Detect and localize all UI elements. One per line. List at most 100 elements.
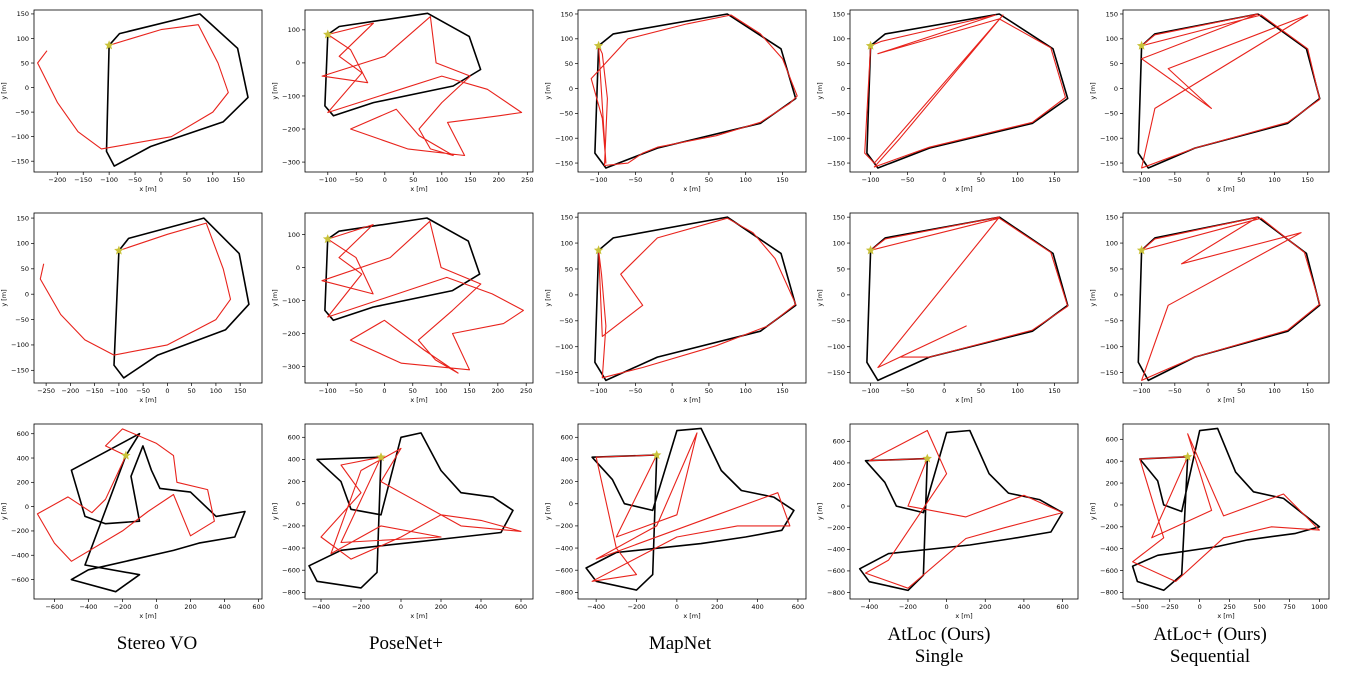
x-tick-label: 0 <box>942 176 946 184</box>
y-tick-label: 0 <box>296 264 300 272</box>
y-tick-label: 0 <box>841 502 845 510</box>
caption-line1: MapNet <box>648 633 712 654</box>
x-tick-label: 400 <box>1018 603 1030 611</box>
y-axis-label: y [m] <box>544 82 552 99</box>
x-tick-label: 250 <box>521 176 533 184</box>
plot-lines <box>585 427 795 591</box>
predicted-trajectory <box>1141 216 1321 381</box>
y-tick-label: −50 <box>831 317 845 325</box>
x-tick-label: 0 <box>1206 176 1210 184</box>
y-tick-label: −50 <box>1104 317 1118 325</box>
x-tick-label: 250 <box>520 387 532 395</box>
predicted-trajectory <box>320 447 522 560</box>
y-tick-label: −50 <box>15 316 29 324</box>
y-tick-label: −300 <box>282 158 300 166</box>
x-tick-label: −400 <box>587 603 605 611</box>
x-tick-label: 150 <box>776 176 788 184</box>
y-tick-label: 0 <box>296 59 300 67</box>
x-tick-label: 0 <box>165 387 169 395</box>
y-axis-label: y [m] <box>0 289 8 306</box>
trajectory-plot: −100 −50 0 50 100 150 −150 −100 −50 0 50 100 150 x [m… <box>1089 212 1330 404</box>
x-axis-label: x [m] <box>1217 396 1234 404</box>
y-axis-label: y [m] <box>1089 82 1097 99</box>
x-axis-label: x [m] <box>955 612 972 620</box>
plot-frame <box>849 423 1079 600</box>
x-tick-label: 1000 <box>1311 603 1328 611</box>
ground-truth-trajectory <box>113 217 250 379</box>
y-axis-label: y [m] <box>544 289 552 306</box>
x-tick-label: 50 <box>409 387 417 395</box>
y-tick-label: 200 <box>1106 479 1118 487</box>
caption-line1: AtLoc+ (Ours) <box>1153 624 1267 645</box>
start-marker-icon <box>376 452 386 462</box>
ground-truth-trajectory <box>70 432 246 593</box>
y-tick-label: −100 <box>1100 135 1118 143</box>
predicted-trajectory <box>864 429 1064 589</box>
trajectory-plot: −400 −200 0 200 400 600 −800 −600 −400 −200 0 200 40… <box>544 423 807 620</box>
y-tick-label: 600 <box>561 434 573 442</box>
y-tick-label: 150 <box>561 213 573 221</box>
start-marker-icon <box>865 245 876 255</box>
plot-lines <box>308 432 522 589</box>
ground-truth-trajectory <box>594 216 797 382</box>
y-tick-label: 0 <box>1114 85 1118 93</box>
x-axis-label: x [m] <box>955 396 972 404</box>
x-tick-label: −50 <box>901 176 915 184</box>
x-tick-label: −100 <box>590 387 608 395</box>
plot-frame <box>577 212 807 384</box>
plot-frame <box>33 9 263 173</box>
y-tick-label: 0 <box>569 291 573 299</box>
plot-frame <box>1122 9 1330 173</box>
x-tick-label: 150 <box>463 387 475 395</box>
x-tick-label: 750 <box>1283 603 1295 611</box>
x-tick-label: −50 <box>1168 176 1182 184</box>
x-tick-label: 100 <box>210 387 222 395</box>
y-tick-label: −200 <box>555 522 573 530</box>
x-tick-label: 100 <box>436 176 448 184</box>
start-marker-icon <box>114 245 124 255</box>
x-tick-label: 0 <box>383 176 387 184</box>
y-tick-label: 100 <box>561 239 573 247</box>
x-tick-label: 0 <box>670 176 674 184</box>
caption-line1: PoseNet+ <box>368 633 444 654</box>
x-tick-label: 150 <box>1302 387 1314 395</box>
x-tick-label: −50 <box>349 176 363 184</box>
y-tick-label: 100 <box>17 240 29 248</box>
column-caption: AtLoc+ (Ours) Sequential <box>1100 624 1320 668</box>
y-tick-label: −100 <box>827 343 845 351</box>
caption-line1: Stereo VO <box>116 633 198 654</box>
y-tick-label: −200 <box>827 524 845 532</box>
y-tick-label: 600 <box>833 438 845 446</box>
y-tick-label: −100 <box>1100 343 1118 351</box>
y-tick-label: −150 <box>11 158 29 166</box>
y-axis-label: y [m] <box>271 289 279 306</box>
start-marker-icon <box>323 29 333 39</box>
trajectory-plot: −100 −50 0 50 100 150 200 250 −300 −200 −100 0 100 x … <box>271 9 534 193</box>
plot-frame <box>1122 212 1330 384</box>
y-tick-label: 150 <box>833 10 845 18</box>
y-axis-label: y [m] <box>0 503 8 520</box>
y-axis-label: y [m] <box>1089 289 1097 306</box>
plot-frame <box>304 423 534 600</box>
x-tick-label: −200 <box>628 603 646 611</box>
x-tick-label: 50 <box>183 176 191 184</box>
plot-frame <box>304 212 534 384</box>
x-tick-label: 200 <box>979 603 991 611</box>
plot-frame <box>33 423 263 600</box>
predicted-trajectory <box>870 216 1069 369</box>
ground-truth-trajectory <box>585 427 795 591</box>
x-tick-label: 0 <box>675 603 679 611</box>
x-tick-label: 0 <box>382 387 386 395</box>
y-tick-label: −150 <box>827 369 845 377</box>
column-caption: MapNet <box>570 633 790 655</box>
x-tick-label: 100 <box>1268 176 1280 184</box>
y-axis-label: y [m] <box>816 82 824 99</box>
y-tick-label: −400 <box>1100 545 1118 553</box>
y-axis-label: y [m] <box>271 503 279 520</box>
x-tick-label: −250 <box>1161 603 1179 611</box>
y-tick-label: 50 <box>1110 60 1118 68</box>
x-tick-label: −50 <box>629 387 643 395</box>
plot-frame <box>577 9 807 173</box>
plot-lines <box>866 216 1069 382</box>
x-tick-label: 150 <box>464 176 476 184</box>
